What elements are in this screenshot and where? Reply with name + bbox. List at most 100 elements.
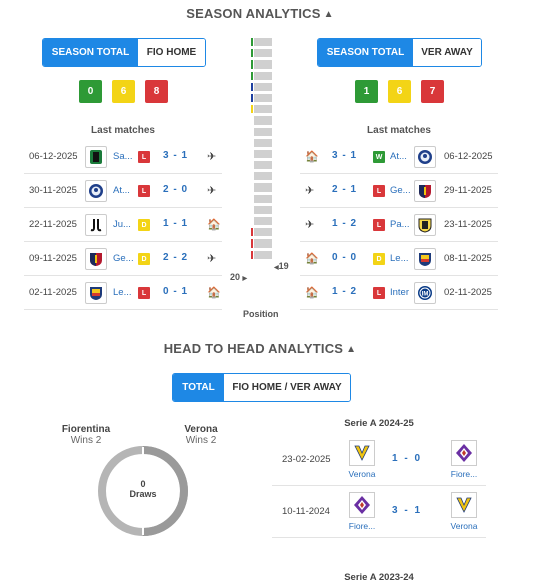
h2h-analytics-title: HEAD TO HEAD ANALYTICS <box>163 341 344 356</box>
wins-badge: 1 <box>355 80 378 103</box>
home-icon: 🏠 <box>207 219 221 231</box>
opponent-name[interactable]: Le... <box>390 253 409 264</box>
match-score[interactable]: 2 - 2 <box>163 252 189 263</box>
tab-h2h-total[interactable]: TOTAL <box>173 374 224 401</box>
left-position-label: 20 ▶ <box>230 272 247 282</box>
tab-ver-away[interactable]: VER AWAY <box>413 39 481 66</box>
match-row[interactable]: ✈ 2 - 1 L Ge... 29-11-2025 <box>300 174 498 208</box>
match-score[interactable]: 2 - 1 <box>332 184 358 195</box>
match-row[interactable]: 09-11-2025 Ge... D 2 - 2 ✈ <box>24 242 222 276</box>
match-score[interactable]: 2 - 0 <box>163 184 189 195</box>
opponent-name[interactable]: Pa... <box>390 219 410 230</box>
match-date: 09-11-2025 <box>29 253 77 264</box>
h2h-donut-chart: 0 Draws <box>98 446 188 536</box>
h2h-away-team[interactable]: Fiore... <box>444 440 484 479</box>
position-segment <box>254 149 272 159</box>
plane-icon: ✈ <box>207 253 217 265</box>
match-date: 23-11-2025 <box>444 219 492 230</box>
left-record: 0 6 8 <box>79 80 168 103</box>
arrow-left-icon: ◀ <box>274 265 279 271</box>
plane-icon: ✈ <box>305 185 315 197</box>
match-score[interactable]: 0 - 0 <box>332 252 358 263</box>
opponent-name[interactable]: Ju... <box>113 219 131 230</box>
result-badge: L <box>138 151 150 163</box>
match-row[interactable]: 02-11-2025 Le... L 0 - 1 🏠 <box>24 276 222 310</box>
result-badge: D <box>138 219 150 231</box>
home-icon: 🏠 <box>207 287 221 299</box>
wins-badge: 0 <box>79 80 102 103</box>
opponent-name[interactable]: Inter <box>390 287 410 298</box>
match-row[interactable]: 🏠 3 - 1 W At... 06-12-2025 <box>300 140 498 174</box>
h2h-right-team-name: Verona <box>184 424 218 435</box>
match-date: 30-11-2025 <box>29 185 77 196</box>
atalanta-logo-icon <box>85 180 107 202</box>
opponent-name[interactable]: Ge... <box>113 253 133 264</box>
h2h-match-row[interactable]: 23-02-2025 Verona 1 - 0 Fiore... <box>272 434 486 486</box>
h2h-away-team[interactable]: Verona <box>444 492 484 531</box>
fiorentina-logo-icon <box>349 492 375 518</box>
opponent-name[interactable]: At... <box>390 151 407 162</box>
tab-season-total-right[interactable]: SEASON TOTAL <box>318 39 413 66</box>
season-header: Serie A 2024-25 <box>344 418 414 429</box>
match-date: 08-11-2025 <box>444 253 492 264</box>
position-segment <box>251 60 272 69</box>
arrow-right-icon: ▶ <box>242 276 248 282</box>
h2h-right-team-wins: Wins 2 <box>185 435 217 446</box>
match-score[interactable]: 1 - 2 <box>332 286 358 297</box>
right-tabs: SEASON TOTAL VER AWAY <box>317 38 482 67</box>
sassuolo-logo-icon <box>85 146 107 168</box>
match-row[interactable]: ✈ 1 - 2 L Pa... 23-11-2025 <box>300 208 498 242</box>
fiorentina-logo-icon <box>451 440 477 466</box>
plane-icon: ✈ <box>207 151 217 163</box>
match-row[interactable]: 🏠 1 - 2 L Inter IM 02-11-2025 <box>300 276 498 310</box>
tab-h2h-venue[interactable]: FIO HOME / VER AWAY <box>224 374 350 401</box>
right-last-matches: 🏠 3 - 1 W At... 06-12-2025 ✈ 2 - 1 L Ge... 29-11-… <box>300 140 498 310</box>
result-badge: D <box>373 253 385 265</box>
match-row[interactable]: 30-11-2025 At... L 2 - 0 ✈ <box>24 174 222 208</box>
draws-badge: 6 <box>388 80 411 103</box>
tab-fio-home[interactable]: FIO HOME <box>138 39 205 66</box>
match-score[interactable]: 1 - 1 <box>163 218 189 229</box>
home-icon: 🏠 <box>305 287 319 299</box>
h2h-home-team[interactable]: Fiore... <box>342 492 382 531</box>
opponent-name[interactable]: Le... <box>113 287 132 298</box>
match-score[interactable]: 3 - 1 <box>163 150 189 161</box>
position-segment <box>254 183 272 192</box>
match-score[interactable]: 3 - 1 <box>332 150 358 161</box>
result-badge: L <box>373 287 385 299</box>
position-segment <box>254 217 272 226</box>
position-segment <box>251 239 272 248</box>
losses-badge: 7 <box>421 80 444 103</box>
h2h-left-team: Fiorentina Wins 2 <box>58 424 114 446</box>
match-score[interactable]: 1 - 2 <box>332 218 358 229</box>
position-segment <box>251 93 272 103</box>
lecce-logo-icon <box>85 282 107 304</box>
h2h-home-team[interactable]: Verona <box>342 440 382 479</box>
h2h-left-team-wins: Wins 2 <box>70 435 102 446</box>
atalanta-logo-icon <box>414 146 436 168</box>
season-analytics-header[interactable]: SEASON ANALYTICS ▲ <box>0 6 520 21</box>
match-row[interactable]: 🏠 0 - 0 D Le... 08-11-2025 <box>300 242 498 276</box>
position-segment <box>254 172 272 181</box>
match-row[interactable]: 22-11-2025 Ju... D 1 - 1 🏠 <box>24 208 222 242</box>
opponent-name[interactable]: Sa... <box>113 151 133 162</box>
h2h-match-score[interactable]: 3 - 1 <box>392 505 423 516</box>
match-row[interactable]: 06-12-2025 Sa... L 3 - 1 ✈ <box>24 140 222 174</box>
h2h-analytics-header[interactable]: HEAD TO HEAD ANALYTICS ▲ <box>0 341 520 356</box>
last-matches-title-right: Last matches <box>367 125 431 136</box>
position-segment <box>251 228 272 237</box>
draws-label: Draws <box>129 489 156 499</box>
opponent-name[interactable]: At... <box>113 185 130 196</box>
tab-season-total-left[interactable]: SEASON TOTAL <box>43 39 138 66</box>
match-date: 02-11-2025 <box>444 287 492 298</box>
h2h-match-row[interactable]: 10-11-2024 Fiore... 3 - 1 Verona <box>272 486 486 538</box>
match-date: 06-12-2025 <box>444 151 493 162</box>
opponent-name[interactable]: Ge... <box>390 185 410 196</box>
match-date: 22-11-2025 <box>29 219 77 230</box>
match-score[interactable]: 0 - 1 <box>163 286 189 297</box>
genoa-logo-icon <box>85 248 107 270</box>
h2h-match-score[interactable]: 1 - 0 <box>392 453 423 464</box>
result-badge: W <box>373 151 385 163</box>
last-matches-title-left: Last matches <box>91 125 155 136</box>
genoa-logo-icon <box>414 180 436 202</box>
